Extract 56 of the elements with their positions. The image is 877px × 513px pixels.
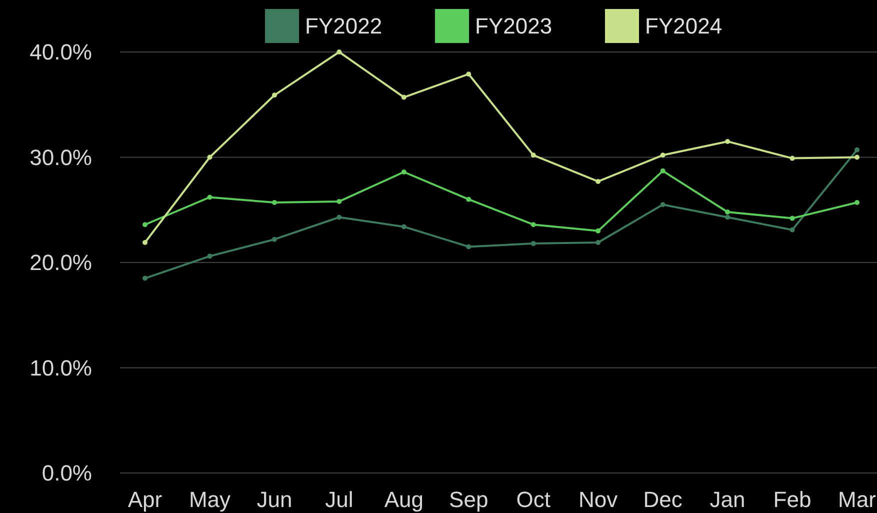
point [272,236,277,242]
point [336,214,342,220]
point [854,154,860,160]
x-tick-label: Jun [256,487,292,512]
point [725,209,730,214]
point [401,224,406,230]
x-tick-label: Oct [516,487,550,512]
point [790,156,795,161]
x-tick-label: Nov [578,487,618,512]
point [725,138,730,144]
point [790,216,795,221]
point [660,168,666,174]
point [725,214,730,220]
legend-label: FY2022 [305,14,382,39]
y-tick-label: 30.0% [30,144,92,170]
y-tick-label: 10.0% [30,355,92,380]
point [401,94,406,100]
point [596,178,601,184]
point [142,276,148,281]
point [272,92,277,98]
point [207,254,212,259]
x-tick-label: Jan [710,487,746,512]
point [530,152,536,158]
x-tick-label: May [188,487,231,512]
point [207,154,212,160]
point [336,50,342,54]
x-tick-label: Jul [325,487,354,512]
x-tick-label: Sep [449,487,488,512]
x-tick-label: Mar [838,487,876,512]
point [660,152,666,158]
point [530,222,536,228]
point [660,202,666,208]
point [272,200,277,206]
point [142,222,148,228]
y-tick-label: 0.0% [42,460,92,486]
x-tick-label: Feb [773,487,812,512]
point [790,227,795,232]
legend-label: FY2023 [475,14,552,39]
point [854,147,860,152]
y-tick-label: 40.0% [30,40,92,65]
point [466,196,472,202]
x-tick-label: Dec [643,487,682,512]
y-tick-label: 20.0% [30,250,92,276]
point [401,169,406,174]
point [854,200,860,206]
point [466,244,472,250]
x-tick-label: Apr [128,487,162,512]
point [596,228,601,234]
point [596,240,601,246]
x-tick-label: Aug [384,487,424,512]
point [142,240,148,246]
point [530,241,536,246]
point [207,194,212,200]
legend-label: FY2024 [645,14,722,39]
point [466,72,472,77]
point [336,198,342,204]
